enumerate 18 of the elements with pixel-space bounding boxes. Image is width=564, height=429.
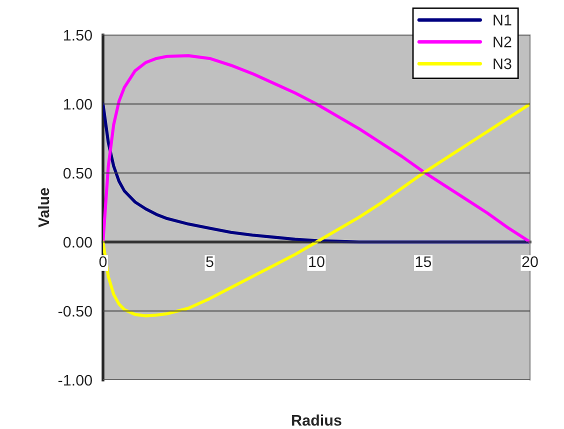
y-axis-title: Value: [38, 188, 50, 228]
line-series: [103, 102, 530, 244]
y-tick-label: 1.00: [64, 98, 92, 110]
line-series: [103, 54, 530, 244]
x-tick-label: 5: [206, 256, 214, 268]
y-tick-label: 0.00: [63, 236, 92, 248]
y-tick-label: 1.50: [64, 30, 92, 41]
y-tick-label: 0.50: [63, 168, 92, 179]
x-axis-title: Radius: [292, 414, 342, 426]
x-tick-label: 20: [522, 256, 538, 268]
legend-label: N1: [494, 14, 512, 26]
y-tick-label: -1.00: [58, 374, 92, 386]
legend-label: N2: [494, 36, 512, 48]
legend-label: N3: [494, 58, 512, 70]
x-tick-label: 10: [309, 256, 324, 268]
x-tick-label: 15: [416, 256, 432, 268]
x-tick-label: 0: [99, 256, 107, 268]
y-tick-label: -0.50: [58, 306, 92, 317]
